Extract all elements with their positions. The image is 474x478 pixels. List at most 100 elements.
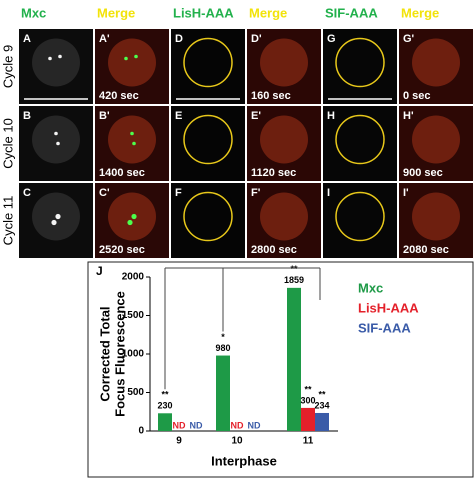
value-label: 1859 xyxy=(284,275,304,285)
panel-label: E xyxy=(175,110,182,122)
panel-label: I' xyxy=(403,187,409,199)
significance: * xyxy=(221,332,225,342)
x-tick-label: 10 xyxy=(231,436,243,447)
panel-label: A xyxy=(23,33,31,45)
panel-label: H' xyxy=(403,110,414,122)
panel-label: G' xyxy=(403,33,415,45)
panel-label: A' xyxy=(99,33,110,45)
nucleus xyxy=(412,192,460,241)
focus xyxy=(127,219,133,226)
chart-frame xyxy=(87,261,474,478)
time-label: 420 sec xyxy=(99,90,139,102)
nucleus xyxy=(412,38,460,87)
value-label: ND xyxy=(248,420,261,430)
focus xyxy=(58,54,62,59)
time-label: 2520 sec xyxy=(99,244,145,256)
value-label: 300 xyxy=(300,395,315,405)
nucleus xyxy=(108,115,156,164)
value-label: 980 xyxy=(215,343,230,353)
micrograph xyxy=(171,183,245,258)
nucleus xyxy=(108,38,156,87)
value-label: 234 xyxy=(314,400,329,410)
column-header: Merge xyxy=(401,5,439,20)
nucleus-outline xyxy=(183,191,233,242)
bar xyxy=(216,355,230,431)
nucleus-outline xyxy=(335,191,385,242)
nucleus-outline xyxy=(335,37,385,88)
legend-entry: LisH-AAA xyxy=(358,300,419,315)
y-tick-label: 1000 xyxy=(122,349,145,360)
value-label: ND xyxy=(173,420,186,430)
panel-label: D' xyxy=(251,33,262,45)
focus xyxy=(48,56,52,61)
x-axis-label: Interphase xyxy=(211,453,277,468)
panel-label: C' xyxy=(99,187,110,199)
focus xyxy=(54,131,58,136)
focus xyxy=(56,141,60,146)
panel-label: I xyxy=(327,187,330,199)
time-label: 900 sec xyxy=(403,167,443,179)
panel-label: G xyxy=(327,33,336,45)
value-label: ND xyxy=(231,420,244,430)
bar xyxy=(158,413,172,431)
micrograph xyxy=(171,106,245,181)
significance: ** xyxy=(161,390,169,400)
focus xyxy=(134,54,138,59)
focus xyxy=(124,56,128,61)
y-axis-label: Corrected Total xyxy=(97,306,112,401)
panel-label: F' xyxy=(251,187,261,199)
time-label: 1120 sec xyxy=(251,167,296,179)
time-label: 1400 sec xyxy=(99,167,145,179)
column-header: Merge xyxy=(97,5,135,20)
y-tick-label: 1500 xyxy=(122,310,145,321)
row-label: Cycle 11 xyxy=(0,196,15,246)
micrograph xyxy=(323,29,397,104)
column-header: Merge xyxy=(249,5,287,20)
bar xyxy=(287,287,301,431)
significance: ** xyxy=(304,384,312,394)
panel-label: B xyxy=(23,110,31,122)
nucleus xyxy=(260,115,308,164)
x-tick-label: 11 xyxy=(303,436,314,447)
value-label: 230 xyxy=(157,401,172,411)
nucleus xyxy=(260,38,308,87)
focus xyxy=(55,213,61,220)
panel-label: C xyxy=(23,187,31,199)
panel-label: J xyxy=(96,264,103,278)
panel-label: B' xyxy=(99,110,110,122)
y-axis-label: Focus Fluorescence xyxy=(112,291,127,417)
x-tick-label: 9 xyxy=(176,436,182,447)
significance: ** xyxy=(290,264,298,274)
nucleus xyxy=(32,38,80,87)
nucleus xyxy=(260,192,308,241)
panel-label: E' xyxy=(251,110,261,122)
nucleus xyxy=(412,115,460,164)
legend-entry: Mxc xyxy=(358,280,383,295)
time-label: 2080 sec xyxy=(403,244,449,256)
focus xyxy=(131,213,137,220)
bar xyxy=(315,412,329,431)
column-header: SIF-AAA xyxy=(325,5,378,20)
focus xyxy=(51,219,57,226)
time-label: 2800 sec xyxy=(251,244,297,256)
focus xyxy=(130,131,134,136)
bar xyxy=(301,407,315,431)
panel-label: D xyxy=(175,33,183,45)
y-tick-label: 500 xyxy=(127,387,144,398)
micrograph xyxy=(323,106,397,181)
micrograph xyxy=(171,29,245,104)
panel-label: H xyxy=(327,110,335,122)
row-label: Cycle 9 xyxy=(0,45,15,88)
significance: ** xyxy=(318,389,326,399)
time-label: 160 sec xyxy=(251,90,291,102)
panel-label: F xyxy=(175,187,182,199)
micrograph xyxy=(323,183,397,258)
y-tick-label: 0 xyxy=(138,426,144,437)
time-label: 0 sec xyxy=(403,90,431,102)
legend-entry: SIF-AAA xyxy=(358,320,411,335)
y-tick-label: 2000 xyxy=(122,272,145,283)
nucleus xyxy=(32,115,80,164)
row-label: Cycle 10 xyxy=(0,118,15,169)
column-header: LisH-AAA xyxy=(173,5,234,20)
